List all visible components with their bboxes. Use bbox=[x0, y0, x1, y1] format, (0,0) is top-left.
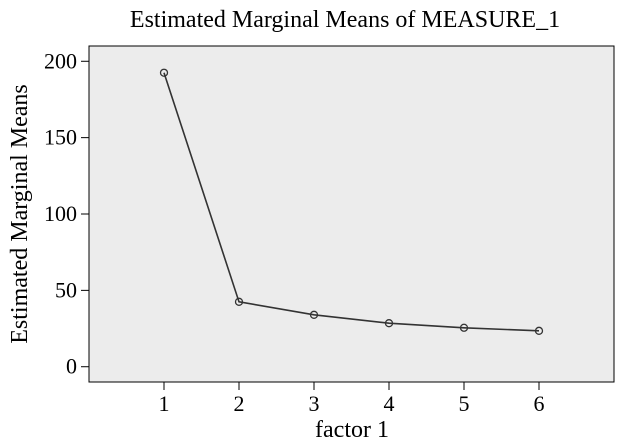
chart-title: Estimated Marginal Means of MEASURE_1 bbox=[130, 7, 560, 33]
data-point bbox=[159, 68, 169, 77]
y-tick-label: 150 bbox=[44, 125, 77, 150]
series-line bbox=[163, 72, 540, 332]
x-tick-label: 5 bbox=[459, 391, 470, 416]
y-tick-label: 0 bbox=[66, 354, 77, 379]
y-tick-label: 200 bbox=[44, 48, 77, 73]
y-axis: 0 50 100 150 200 bbox=[44, 48, 89, 379]
x-tick-label: 1 bbox=[159, 391, 170, 416]
data-point bbox=[234, 297, 244, 306]
series-group bbox=[159, 68, 544, 335]
y-tick-label: 100 bbox=[44, 201, 77, 226]
plot-area bbox=[88, 45, 615, 383]
x-axis-label: factor 1 bbox=[315, 417, 389, 443]
x-tick-label: 4 bbox=[384, 391, 395, 416]
x-tick-label: 6 bbox=[534, 391, 545, 416]
y-tick-label: 50 bbox=[55, 277, 77, 302]
x-tick-label: 2 bbox=[234, 391, 245, 416]
x-axis: 1 2 3 4 5 6 bbox=[159, 382, 545, 416]
data-point bbox=[534, 326, 544, 335]
data-point bbox=[309, 310, 319, 319]
y-axis-label: Estimated Marginal Means bbox=[7, 84, 33, 344]
data-point bbox=[459, 323, 469, 332]
data-point bbox=[384, 319, 394, 328]
x-tick-label: 3 bbox=[309, 391, 320, 416]
